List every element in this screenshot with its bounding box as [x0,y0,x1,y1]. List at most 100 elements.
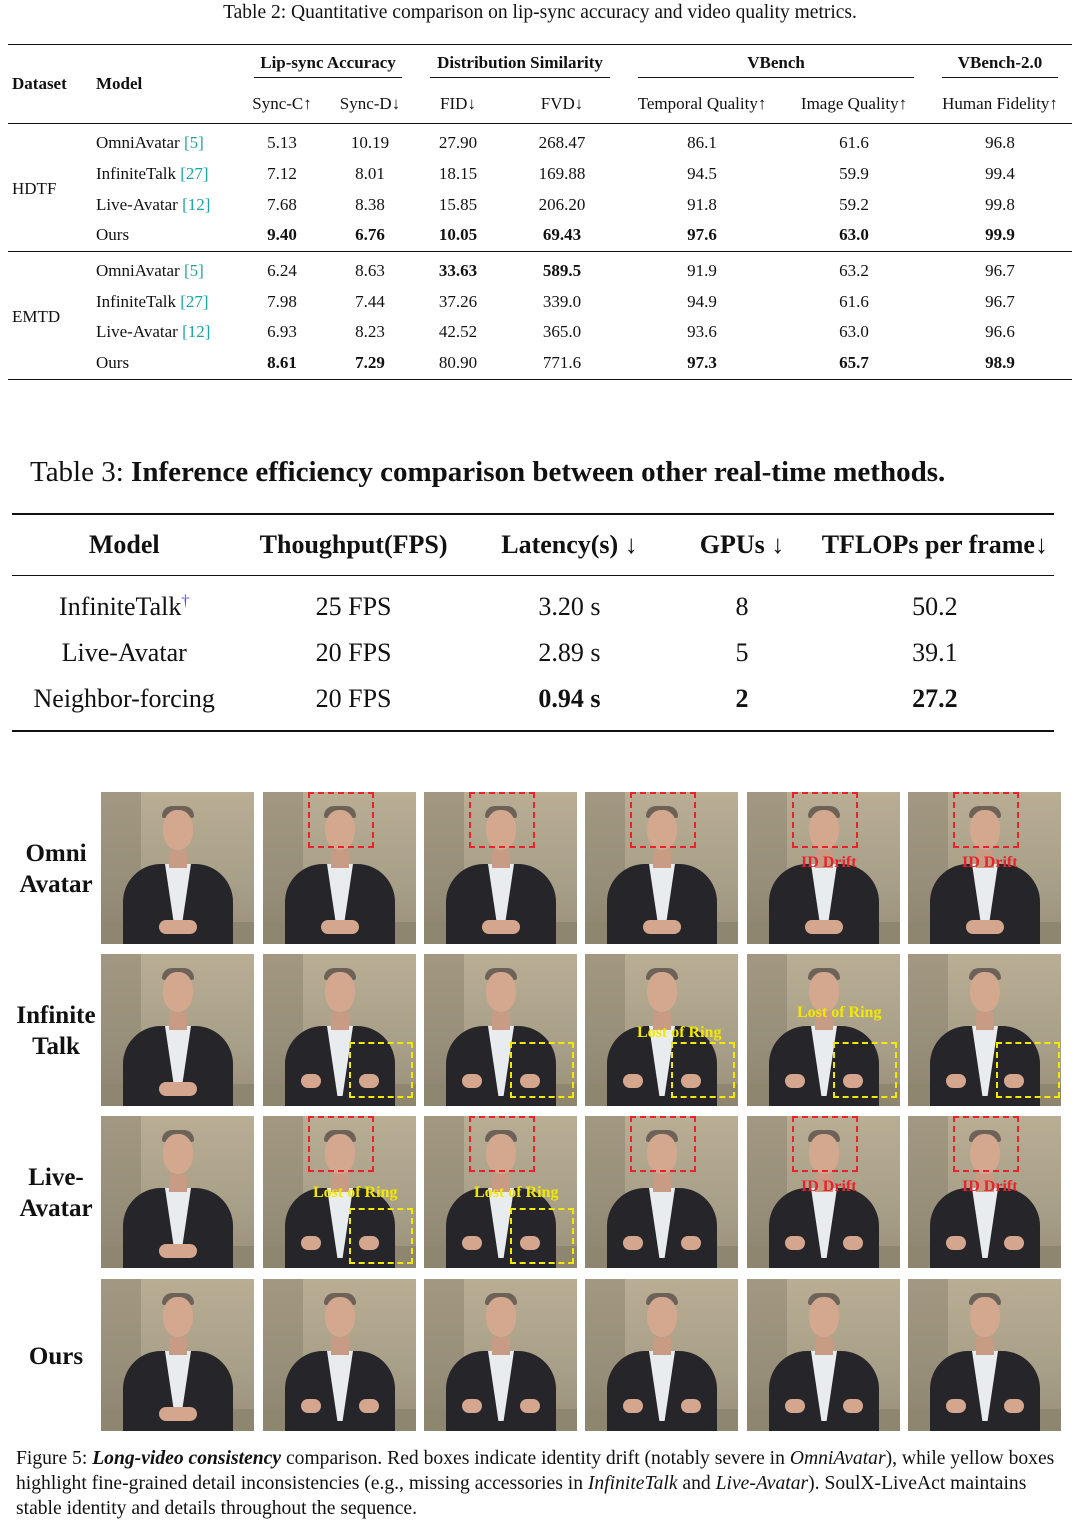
group-distribution: Distribution Similarity [416,45,624,86]
citation-link[interactable]: [27] [180,291,209,311]
citation-link[interactable]: [27] [180,164,209,184]
identity-drift-box [308,792,374,848]
table3: Model Thoughput(FPS) Latency(s) ↓ GPUs ↓… [12,513,1054,732]
face [163,1134,193,1174]
table-row: HDTF OmniAvatar [5] 5.13 10.19 27.90 268.47 86… [8,123,1072,252]
table-cell: 69.43 [500,220,625,252]
table3-caption: Table 3: Inference efficiency comparison… [30,456,945,489]
table-cell: 15.85 [438,194,478,214]
video-frame [424,954,577,1106]
video-frame: Lost of Ring [585,954,738,1106]
identity-drift-box [308,1116,374,1172]
table-cell: 96.6 [985,322,1015,342]
t3-cell: 3.20 s [538,592,601,621]
table2: Dataset Model Lip-sync Accuracy Distribu… [8,44,1073,380]
table-cell: 97.6 [624,220,781,252]
table-cell: 61.6 [839,133,869,153]
table-cell: 97.3 [624,347,781,380]
t3-cell: 25 FPS [315,592,392,621]
t3-cell: 39.1 [912,638,958,667]
citation-link[interactable]: [12] [182,194,211,214]
face [809,1297,839,1337]
table-cell: 99.4 [985,164,1015,184]
video-frame [101,954,254,1106]
lost-of-ring-label: Lost of Ring [637,1024,722,1041]
col-human-fidelity: Human Fidelity↑ [928,85,1073,124]
citation-link[interactable]: [5] [183,261,204,281]
table-cell: 94.5 [687,164,717,184]
group-lipsync: Lip-sync Accuracy [240,45,416,86]
citation-link[interactable]: [12] [182,322,211,342]
face [970,972,1000,1012]
dagger-footnote-mark[interactable]: † [181,592,190,610]
model-label: InfiniteTalk [96,291,177,311]
group-vbench: VBench [624,45,928,86]
model-label: InfiniteTalk [96,164,177,184]
identity-drift-box [953,1116,1019,1172]
col-sync-d: Sync-D↓ [324,85,416,124]
face [486,1297,516,1337]
t3-col-gpus: GPUs ↓ [668,513,816,576]
face [809,810,839,850]
table-cell: 18.15 [438,164,478,184]
detail-inconsistency-box [510,1042,574,1098]
t3-model-name: Live-Avatar [61,638,187,667]
detail-inconsistency-box [510,1208,574,1264]
video-frame: Lost of Ring [424,1116,577,1268]
lost-of-ring-label: Lost of Ring [474,1184,559,1201]
table3-caption-label: Table 3: [30,456,124,488]
face [325,810,355,850]
row-label-infinitetalk: Infinite Talk [16,1002,96,1060]
face [647,1297,677,1337]
row-label-ours: Ours [28,1343,84,1370]
table-row: Live-Avatar [12] 6.93 8.23 42.52 365.0 93.6 63… [8,317,1072,348]
table-row: Live-Avatar [12] 7.68 8.38 15.85 206.20 91.8 5… [8,189,1072,220]
table-cell: 33.63 [438,261,478,281]
identity-drift-box [792,792,858,848]
table2-caption: Table 2: Quantitative comparison on lip-… [0,2,1080,24]
video-frame [585,1116,738,1268]
detail-inconsistency-box [996,1042,1060,1098]
identity-drift-box [953,792,1019,848]
table-cell: 59.2 [839,194,869,214]
face [647,810,677,850]
model-label: Live-Avatar [96,194,178,214]
t3-cell: 0.94 s [470,676,669,732]
table-cell: 8.61 [240,347,324,380]
t3-cell: 2 [668,676,816,732]
face [647,1134,677,1174]
model-name: Ours [92,347,240,380]
video-frame: Lost of Ring [263,1116,416,1268]
video-frame [101,1116,254,1268]
table-cell: 365.0 [542,322,582,342]
table-cell: 8.38 [355,194,385,214]
table-cell: 99.8 [985,194,1015,214]
table-cell: 61.6 [839,291,869,311]
identity-drift-box [792,1116,858,1172]
detail-inconsistency-box [671,1042,735,1098]
table-cell: 42.52 [438,322,478,342]
table-cell: 63.2 [839,261,869,281]
identity-drift-box [469,792,535,848]
figure5-caption: Figure 5: Long-video consistency compari… [16,1448,1055,1519]
identity-drift-box [630,1116,696,1172]
detail-inconsistency-box [833,1042,897,1098]
detail-inconsistency-box [349,1208,413,1264]
video-frame: ID Drift [747,792,900,944]
id-drift-label: ID Drift [801,1178,857,1195]
video-frame [908,1279,1061,1431]
table-row: InfiniteTalk† 25 FPS 3.20 s 8 50.2 [12,576,1054,631]
detail-inconsistency-box [349,1042,413,1098]
table-cell: 96.7 [985,291,1015,311]
table2-caption-text: Quantitative comparison on lip-sync accu… [291,2,857,23]
table-cell: 6.24 [267,261,297,281]
t3-model-name: InfiniteTalk† [59,592,190,621]
citation-link[interactable]: [5] [183,133,204,153]
face [970,1134,1000,1174]
video-frame [101,792,254,944]
t3-col-latency: Latency(s) ↓ [470,513,669,576]
table-cell: 63.0 [780,220,929,252]
col-sync-c: Sync-C↑ [240,85,324,124]
model-name: Live-Avatar [12] [92,189,240,220]
face [325,1297,355,1337]
